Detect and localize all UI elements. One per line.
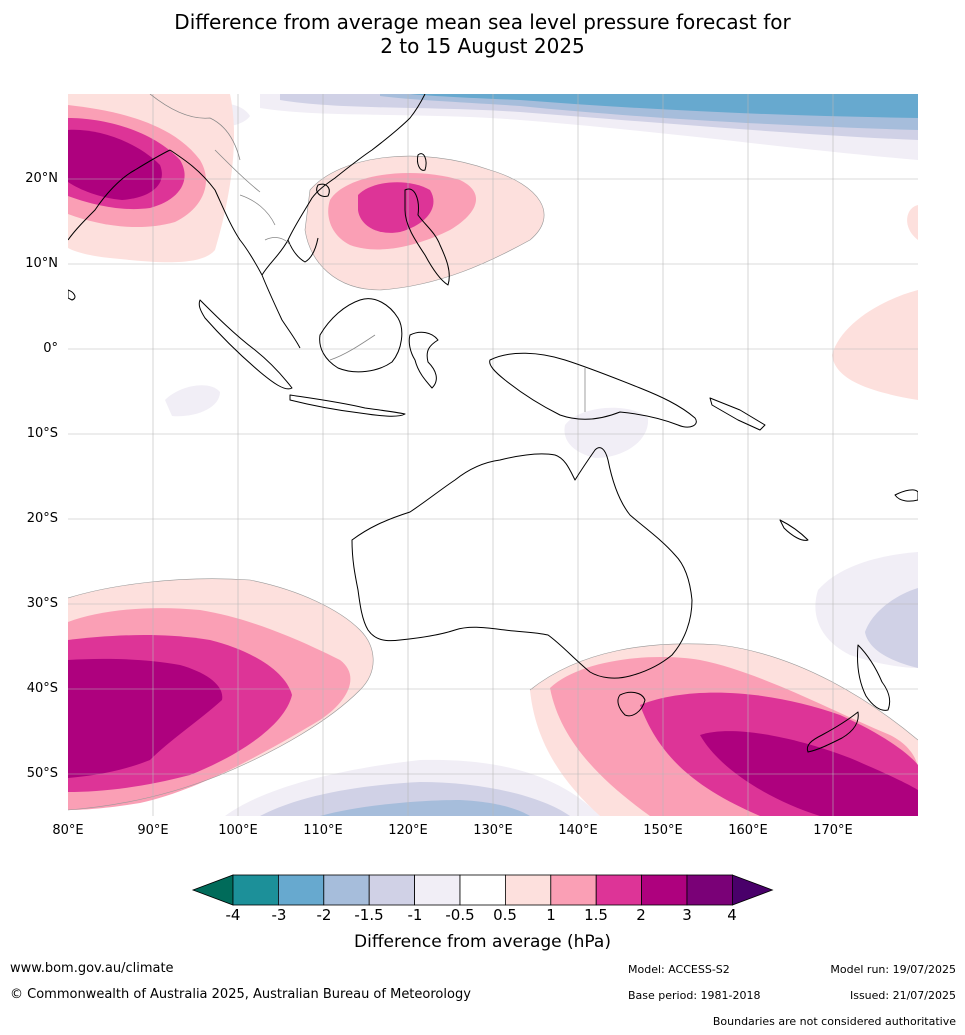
anomaly-pacific-small [907,205,918,240]
anomaly-northwest-positive [68,94,235,263]
colorbar-cell [504,874,552,906]
colorbar-cell [595,874,643,906]
lat-label-40s: 40°S [26,681,58,696]
title-line-1: Difference from average mean sea level p… [174,10,791,34]
colorbar-tick: -0.5 [445,906,475,924]
lat-label-30s: 30°S [26,596,58,611]
colorbar-tick: 0.5 [493,906,517,924]
colorbar-cell [550,874,597,906]
lat-label-20n: 20°N [25,171,58,186]
lon-label-170e: 170°E [813,823,853,838]
graticule [68,94,918,816]
anomaly-equatorial-pacific-positive [832,290,918,400]
colorbar-tick: -1.5 [354,906,384,924]
boundaries-disclaimer: Boundaries are not considered authoritat… [712,1015,956,1028]
colorbar-tick: -4 [225,906,241,924]
colorbar-tick: 1 [546,906,556,924]
colorbar-cell [641,874,688,906]
coastlines [68,94,918,753]
colorbar-cell [459,874,506,906]
anomaly-southeast-pacific-negative [815,552,918,668]
country-boundaries [149,94,586,412]
lon-label-120e: 120°E [388,823,428,838]
anomaly-southeast-positive [530,643,918,816]
lon-label-80e: 80°E [52,823,84,838]
anomaly-indian-ocean-small [165,385,220,417]
lon-label-140e: 140°E [558,823,598,838]
lon-label-150e: 150°E [643,823,683,838]
colorbar-cells [191,874,774,906]
colorbar-cell [368,874,416,906]
colorbar-extend-high [732,874,774,906]
lon-label-110e: 110°E [303,823,343,838]
colorbar-cell [414,874,461,906]
lat-label-10s: 10°S [26,426,58,441]
colorbar-tick: 1.5 [584,906,608,924]
lat-label-0: 0° [43,341,58,356]
lon-label-100e: 100°E [218,823,258,838]
colorbar-tick: -2 [316,906,332,924]
anomaly-southwest-positive [68,578,374,810]
colorbar-tick: 4 [727,906,737,924]
lon-label-90e: 90°E [137,823,169,838]
lon-label-160e: 160°E [728,823,768,838]
colorbar-tick: 2 [636,906,646,924]
colorbar-tick: -3 [271,906,287,924]
lat-label-20s: 20°S [26,511,58,526]
colorbar-tick: 3 [682,906,692,924]
lat-label-50s: 50°S [26,766,58,781]
lon-label-130e: 130°E [473,823,513,838]
anomaly-new-guinea-small [564,407,649,458]
model-run-date: Model run: 19/07/2025 [830,963,956,976]
colorbar-cell [232,874,279,906]
issued-date: Issued: 21/07/2025 [849,989,956,1002]
title-line-2: 2 to 15 August 2025 [380,34,585,58]
colorbar-cell [277,874,325,906]
contour-lines [68,155,918,811]
map-plot-area [68,94,918,816]
lat-label-10n: 10°N [25,256,58,271]
colorbar-tick: -1 [407,906,423,924]
map-title: Difference from average mean sea level p… [0,10,965,58]
website-link[interactable]: www.bom.gov.au/climate [10,961,174,976]
model-name: Model: ACCESS-S2 [628,963,730,976]
colorbar-cell [686,874,733,906]
copyright-text: © Commonwealth of Australia 2025, Austra… [10,987,471,1002]
colorbar-cell [323,874,370,906]
base-period: Base period: 1981-2018 [628,989,761,1002]
colorbar-title: Difference from average (hPa) [354,932,611,952]
colorbar-extend-low [191,874,234,906]
